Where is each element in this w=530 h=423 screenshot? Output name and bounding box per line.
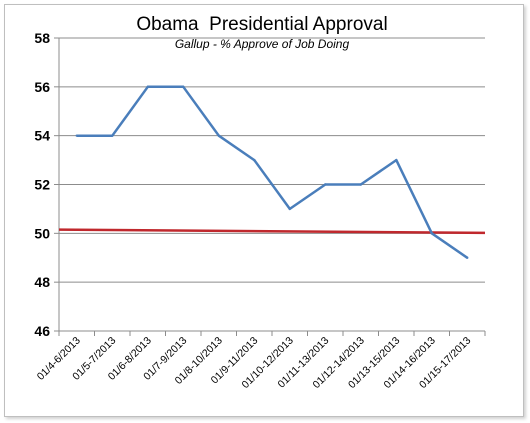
data-point: [75, 134, 78, 137]
data-point: [146, 85, 149, 89]
data-point: [111, 134, 114, 137]
chart-frame: [4, 4, 524, 417]
trendline: [58, 228, 486, 235]
series-line-0: [76, 85, 469, 259]
data-point: [395, 158, 398, 162]
data-point: [430, 232, 433, 235]
y-tick-label-52: 52: [34, 177, 50, 193]
chart-title: Obama Presidential Approval: [136, 14, 387, 35]
y-tick-label-48: 48: [34, 274, 50, 290]
y-tick-labels: 46 48 50 52 54 56 58: [34, 30, 50, 339]
data-point: [288, 207, 291, 211]
y-tick-label-54: 54: [34, 128, 50, 144]
data-point: [217, 134, 220, 137]
axes: [54, 37, 486, 336]
data-point: [324, 183, 327, 186]
y-tick-label-56: 56: [34, 79, 50, 95]
trendline-layer: [58, 228, 486, 235]
y-tick-label-50: 50: [34, 225, 50, 241]
x-tick-labels: 01/4-6/201301/5-7/201301/6-8/201301/7-9/…: [35, 335, 474, 391]
y-tick-label-58: 58: [34, 30, 50, 46]
gridlines: [59, 37, 485, 283]
chart-subtitle: Gallup - % Approve of Job Doing: [175, 37, 350, 51]
data-point: [253, 158, 256, 162]
y-tick-label-46: 46: [34, 323, 50, 339]
data-point: [359, 183, 362, 186]
data-point: [182, 85, 185, 89]
data-point: [466, 256, 469, 259]
series-layer: [75, 85, 469, 259]
